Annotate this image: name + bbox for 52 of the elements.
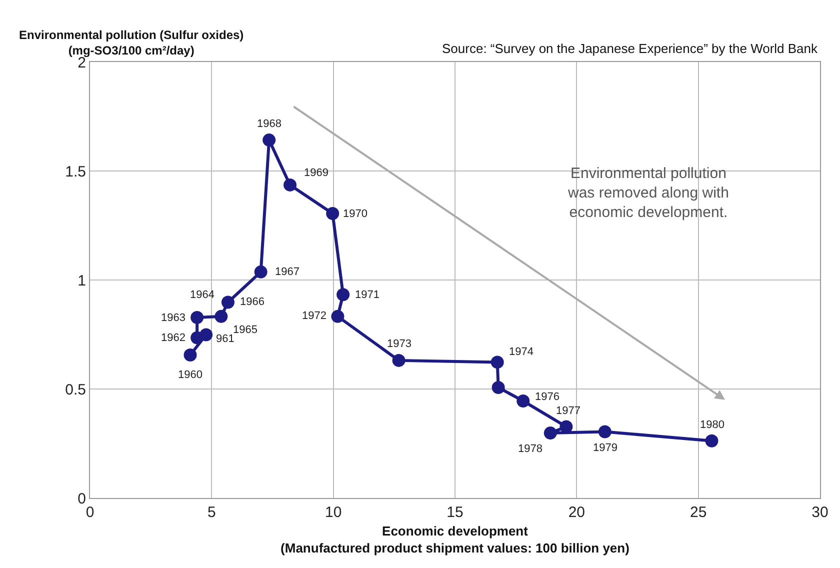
annotation: 1963: [161, 312, 186, 324]
annotation: 1964: [190, 289, 214, 301]
annotation: 1973: [387, 338, 412, 350]
annotation: 1966: [240, 296, 264, 308]
point: [214, 310, 228, 323]
annotation: 1980: [700, 419, 724, 431]
y-tick-label: 1: [78, 272, 86, 290]
annotation: 1974: [509, 346, 534, 358]
point: [490, 356, 504, 369]
x-axis-title: Economic development (Manufactured product shipment values: 100 billion yen): [280, 524, 630, 556]
point: [560, 420, 573, 434]
annotation: 1968: [257, 118, 282, 130]
annotation: 961: [216, 333, 234, 345]
point: [705, 434, 718, 448]
point: [544, 426, 557, 440]
annotation: 1960: [178, 369, 202, 381]
annotation: 1978: [518, 443, 542, 455]
point: [184, 348, 197, 362]
x-tick-label: 15: [446, 504, 464, 521]
annotation: 1962: [161, 332, 186, 344]
annotation: 1972: [302, 310, 326, 322]
x-tick-label: 10: [324, 504, 342, 521]
annotation: 1971: [355, 289, 380, 301]
point: [190, 311, 204, 324]
point: [492, 380, 505, 394]
x-tick-label: 20: [568, 504, 586, 521]
annotation: 1976: [535, 391, 560, 403]
point: [336, 288, 350, 302]
annotation: 1969: [304, 167, 328, 179]
annotation: 1979: [593, 442, 618, 454]
x-tick-label: 30: [812, 504, 828, 521]
x-tick-label: 25: [690, 504, 707, 521]
y-tick-label: 0.5: [65, 381, 86, 398]
point: [221, 296, 234, 309]
point: [326, 207, 340, 220]
point: [262, 134, 276, 147]
source-note: Source: “Survey on the Japanese Experience” by the World Bank: [442, 41, 818, 56]
annotation: 1970: [343, 208, 368, 220]
annotation: 1965: [233, 324, 258, 336]
y-tick-label: 1.5: [65, 163, 86, 180]
point: [254, 265, 268, 278]
annotation: Environmental pollution was removed along with economic development.: [567, 165, 729, 221]
annotation: 1967: [275, 266, 300, 278]
point: [331, 310, 344, 323]
y-tick-label: 0: [78, 490, 86, 508]
annotation: 1977: [556, 405, 580, 417]
point: [516, 394, 530, 408]
point: [598, 425, 612, 438]
point: [190, 331, 204, 344]
point: [284, 178, 297, 192]
point: [392, 354, 406, 367]
x-tick-label: 5: [208, 504, 216, 521]
